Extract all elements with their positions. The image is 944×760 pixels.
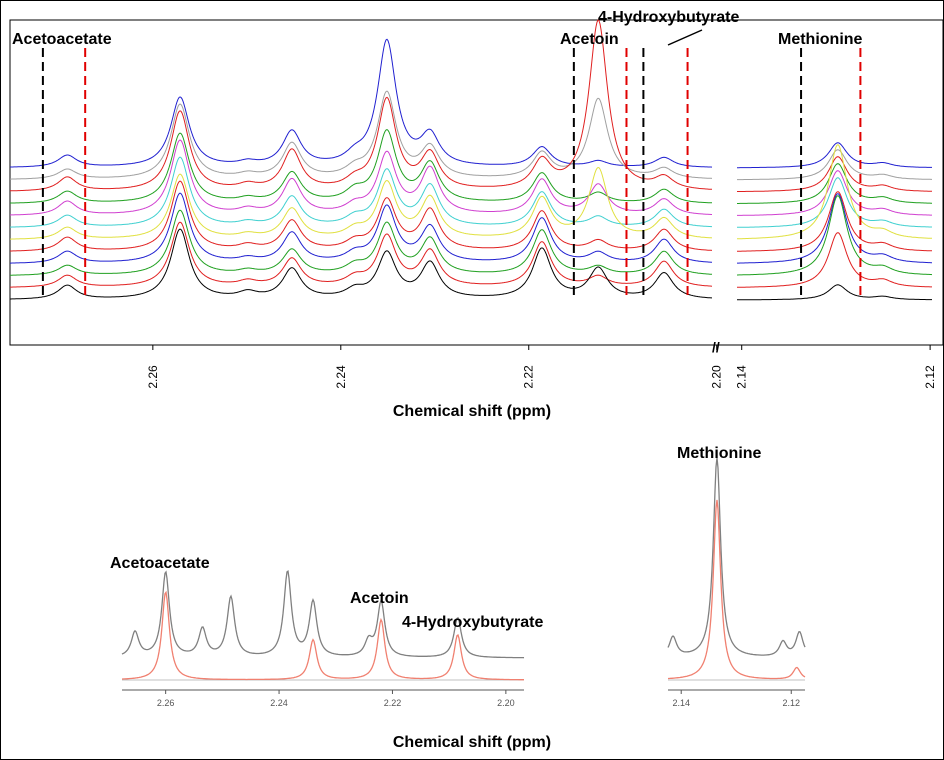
x-tick-label: 2.24	[270, 698, 288, 708]
spectrum	[737, 193, 932, 264]
x-tick-label: 2.22	[384, 698, 402, 708]
spectrum	[9, 19, 712, 192]
spectrum	[668, 499, 806, 680]
peak-label: Methionine	[677, 445, 762, 462]
spectrum	[121, 570, 525, 659]
x-tick-label: 2.14	[672, 698, 690, 708]
spectrum	[10, 221, 713, 288]
spectrum	[737, 144, 932, 240]
spectrum	[737, 284, 932, 301]
spectrum	[10, 166, 713, 240]
marker-label: Methionine	[778, 31, 863, 48]
spectrum	[10, 209, 713, 276]
spectrum	[10, 38, 713, 168]
x-tick-label: 2.24	[334, 365, 348, 389]
axis-break: //	[712, 339, 720, 355]
x-tick-label: 2.12	[782, 698, 800, 708]
x-axis-label: Chemical shift (ppm)	[393, 734, 551, 751]
spectrum	[737, 195, 933, 276]
peak-label: 4-Hydroxybutyrate	[402, 614, 543, 631]
spectrum	[737, 163, 932, 204]
peak-label: Acetoacetate	[110, 555, 210, 572]
x-tick-label: 2.20	[497, 698, 515, 708]
spectrum	[737, 177, 932, 228]
leader-line	[667, 29, 703, 46]
x-tick-label: 2.26	[157, 698, 175, 708]
x-tick-label: 2.20	[710, 365, 724, 389]
spectrum	[10, 180, 713, 252]
spectrum	[10, 156, 712, 228]
spectrum	[10, 192, 713, 264]
spectrum	[10, 228, 712, 300]
spectrum	[737, 232, 932, 288]
spectrum	[737, 142, 932, 169]
spectrum	[9, 129, 712, 204]
spectrum	[667, 457, 806, 656]
x-tick-label: 2.14	[735, 365, 749, 389]
peak-label: Acetoin	[350, 590, 409, 607]
marker-label: 4-Hydroxybutyrate	[598, 9, 739, 26]
spectrum	[122, 590, 524, 681]
marker-label: Acetoacetate	[12, 31, 112, 48]
spectrum	[737, 156, 933, 192]
spectrum	[737, 191, 932, 252]
spectrum	[10, 90, 713, 180]
spectrum	[9, 139, 712, 216]
x-tick-label: 2.22	[522, 365, 536, 389]
x-tick-label: 2.12	[923, 365, 937, 389]
marker-label: Acetoin	[560, 31, 619, 48]
x-tick-label: 2.26	[146, 365, 160, 389]
top-frame	[9, 19, 944, 346]
x-axis-label: Chemical shift (ppm)	[393, 403, 551, 420]
spectrum	[737, 170, 932, 216]
